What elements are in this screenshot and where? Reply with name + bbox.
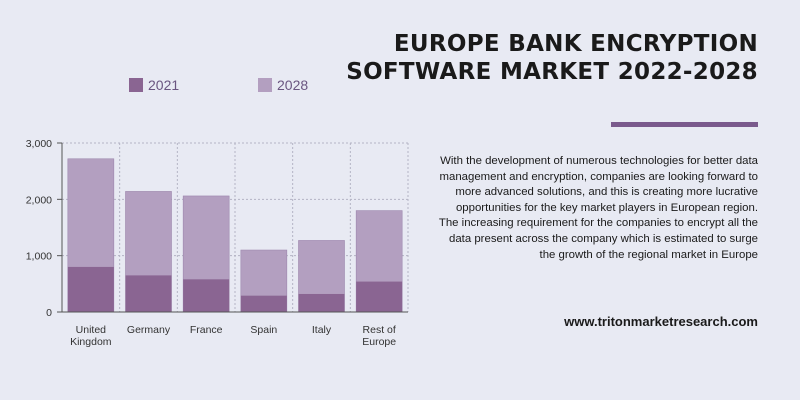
y-tick-label: 1,000: [26, 251, 52, 263]
bar-2021-france: [183, 279, 230, 312]
chart-title-line-1: EUROPE BANK ENCRYPTION: [393, 31, 758, 57]
x-tick-label: France: [190, 324, 223, 336]
legend-label-2021: 2021: [148, 77, 180, 93]
description-text: With the development of numerous technol…: [438, 155, 758, 261]
legend-swatch-2021: [129, 78, 143, 92]
x-tick-label: Kingdom: [70, 336, 112, 348]
y-tick-label: 2,000: [26, 194, 52, 206]
legend-label-2028: 2028: [277, 77, 309, 93]
x-tick-label: Italy: [312, 324, 332, 336]
bar-2021-germany: [125, 275, 172, 312]
bar-2021-rest-of-europe: [356, 281, 403, 312]
x-tick-label: United: [76, 324, 107, 336]
x-tick-label: Rest of: [363, 324, 396, 336]
bar-2021-spain: [240, 295, 287, 312]
chart-title-line-2: SOFTWARE MARKET 2022-2028: [346, 59, 758, 85]
bar-2021-united-kingdom: [67, 266, 114, 312]
chart-title: EUROPE BANK ENCRYPTION SOFTWARE MARKET 2…: [338, 30, 758, 86]
y-tick-label: 0: [46, 307, 52, 319]
x-tick-label: Germany: [127, 324, 171, 336]
website-url: www.tritonmarketresearch.com: [564, 314, 758, 329]
accent-divider: [611, 122, 758, 127]
legend-swatch-2028: [258, 78, 272, 92]
x-tick-label: Spain: [250, 324, 277, 336]
y-tick-label: 3,000: [26, 138, 52, 150]
x-tick-label: Europe: [362, 336, 396, 348]
bar-2021-italy: [298, 293, 345, 312]
